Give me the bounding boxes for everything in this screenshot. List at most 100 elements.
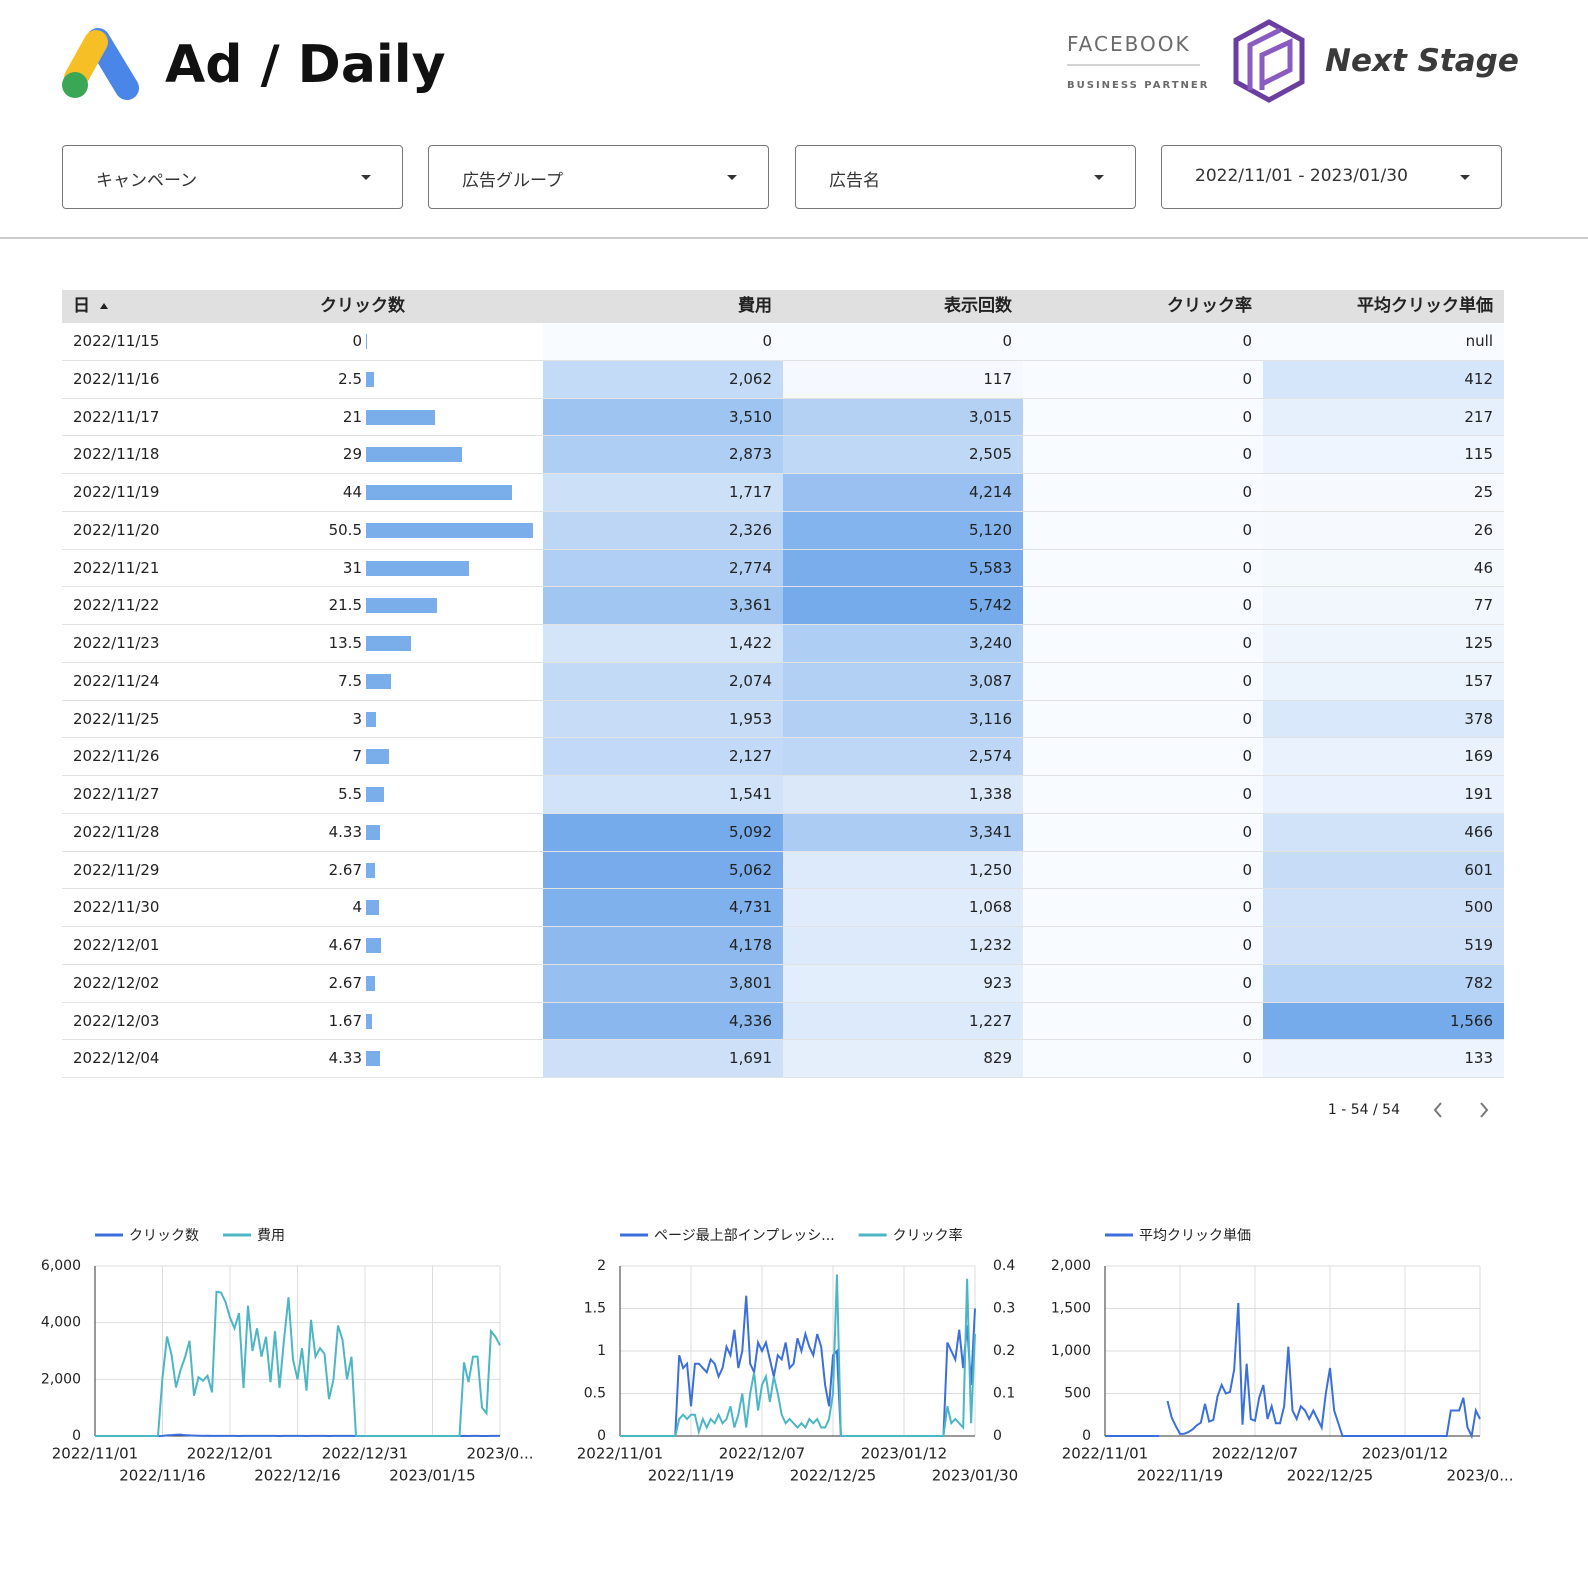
value-cell: 0: [1023, 927, 1263, 965]
series-line: [95, 1290, 501, 1437]
value-cell: 0: [1023, 511, 1263, 550]
sort-icon: [100, 303, 108, 309]
value-cell: 466: [1263, 813, 1504, 852]
value-cell: 5,583: [783, 549, 1023, 588]
value-cell: 7.5: [300, 663, 543, 701]
value-cell: 217: [1263, 398, 1504, 437]
column-header[interactable]: 日: [62, 290, 300, 323]
value-cell: 601: [1263, 851, 1504, 890]
legend-label: クリック数: [129, 1228, 199, 1244]
pager-prev[interactable]: [1433, 1102, 1442, 1118]
value-cell: 2,127: [543, 738, 783, 776]
date-cell: 2022/11/18: [62, 436, 300, 474]
value-cell: 829: [783, 1040, 1023, 1078]
legend-label: ページ最上部インプレッシ...: [654, 1228, 835, 1244]
value-cell: 3,801: [543, 964, 783, 1003]
x-tick-label: 2022/11/01: [52, 1445, 138, 1463]
date-cell: 2022/11/28: [62, 814, 300, 852]
click-bar: [366, 711, 376, 727]
y-tick-label: 500: [1064, 1386, 1091, 1402]
value-cell: 46: [1263, 549, 1504, 588]
value-cell: 44: [300, 474, 543, 512]
date-cell: 2022/12/04: [62, 1040, 300, 1078]
x-tick-label: 2022/12/31: [322, 1445, 408, 1463]
x-tick-label: 2022/11/01: [577, 1445, 663, 1463]
value-cell: 4.67: [300, 927, 543, 965]
x-tick-label: 2022/12/25: [1287, 1467, 1373, 1485]
pager-next[interactable]: [1480, 1102, 1489, 1118]
date-cell: 2022/11/24: [62, 663, 300, 701]
value-cell: 923: [783, 964, 1023, 1003]
adname-filter[interactable]: 広告名: [795, 145, 1136, 209]
legend-label: クリック率: [893, 1227, 963, 1244]
click-bar: [366, 522, 533, 538]
x-tick-label: 2022/12/25: [790, 1467, 876, 1485]
click-bar: [366, 409, 436, 425]
value-cell: 0: [1023, 625, 1263, 663]
click-bar: [366, 560, 469, 576]
filter-label: キャンペーン: [96, 171, 198, 191]
legend-label: 平均クリック単価: [1139, 1228, 1251, 1244]
x-tick-label: 2022/11/19: [648, 1467, 734, 1485]
click-bar: [366, 673, 391, 689]
x-tick-label: 2022/11/19: [1137, 1467, 1223, 1485]
value-cell: 3: [300, 701, 543, 739]
column-header: 表示回数: [944, 296, 1012, 316]
value-cell: 2,062: [543, 360, 783, 399]
x-tick-label: 2023/0...: [1446, 1467, 1513, 1485]
y-tick-label: 0: [597, 1428, 606, 1444]
column-header: 平均クリック単価: [1357, 296, 1493, 316]
filter-label: 広告グループ: [462, 171, 563, 191]
value-cell: 1,250: [783, 851, 1023, 890]
y-tick-label: 2,000: [41, 1371, 81, 1387]
brand-name: Next Stage: [1325, 43, 1519, 79]
value-cell: 50.5: [300, 512, 543, 550]
value-cell: 0: [1023, 700, 1263, 739]
y-tick-label: 1,500: [1051, 1301, 1091, 1317]
value-cell: 5.5: [300, 776, 543, 814]
value-cell: 1,541: [543, 776, 783, 814]
x-tick-label: 2022/12/16: [254, 1467, 340, 1485]
x-tick-label: 2022/12/07: [719, 1445, 805, 1463]
value-cell: 1.67: [300, 1003, 543, 1041]
value-cell: 1,232: [783, 927, 1023, 965]
value-cell: 2,774: [543, 549, 783, 588]
date-cell: 2022/11/20: [62, 512, 300, 550]
date-cell: 2022/11/22: [62, 587, 300, 625]
value-cell: 1,717: [543, 474, 783, 512]
click-bar: [366, 1051, 381, 1067]
brand-logo: [1233, 19, 1305, 103]
value-cell: 2,505: [783, 436, 1023, 474]
y-tick-label: 0: [1082, 1428, 1091, 1444]
series-line: [1105, 1302, 1481, 1440]
y-tick-label: 0.3: [993, 1301, 1015, 1317]
adgroup-filter[interactable]: 広告グループ: [428, 145, 769, 209]
filter-label: 広告名: [829, 171, 880, 191]
value-cell: 0: [1023, 360, 1263, 399]
value-cell: 115: [1263, 436, 1504, 474]
value-cell: 5,092: [543, 813, 783, 852]
x-tick-label: 2022/11/01: [1062, 1445, 1148, 1463]
value-cell: 191: [1263, 776, 1504, 814]
click-bar: [366, 787, 385, 802]
value-cell: 2.67: [300, 852, 543, 890]
value-cell: 77: [1263, 587, 1504, 625]
value-cell: 4,336: [543, 1002, 783, 1041]
campaign-filter[interactable]: キャンペーン: [62, 145, 403, 209]
date-filter[interactable]: 2022/11/01 - 2023/01/30: [1161, 145, 1502, 209]
value-cell: 0: [300, 323, 543, 361]
value-cell: 21.5: [300, 587, 543, 625]
click-bar: [366, 598, 438, 614]
value-cell: 169: [1263, 738, 1504, 776]
click-bar: [366, 862, 375, 878]
value-cell: 5,120: [783, 511, 1023, 550]
value-cell: 3,015: [783, 398, 1023, 437]
x-tick-label: 2023/01/15: [389, 1467, 475, 1485]
x-tick-label: 2022/12/07: [1212, 1445, 1298, 1463]
y-tick-label: 0: [993, 1428, 1002, 1444]
date-cell: 2022/11/26: [62, 738, 300, 776]
date-cell: 2022/11/30: [62, 889, 300, 927]
date-cell: 2022/12/02: [62, 965, 300, 1003]
value-cell: 2,574: [783, 738, 1023, 776]
